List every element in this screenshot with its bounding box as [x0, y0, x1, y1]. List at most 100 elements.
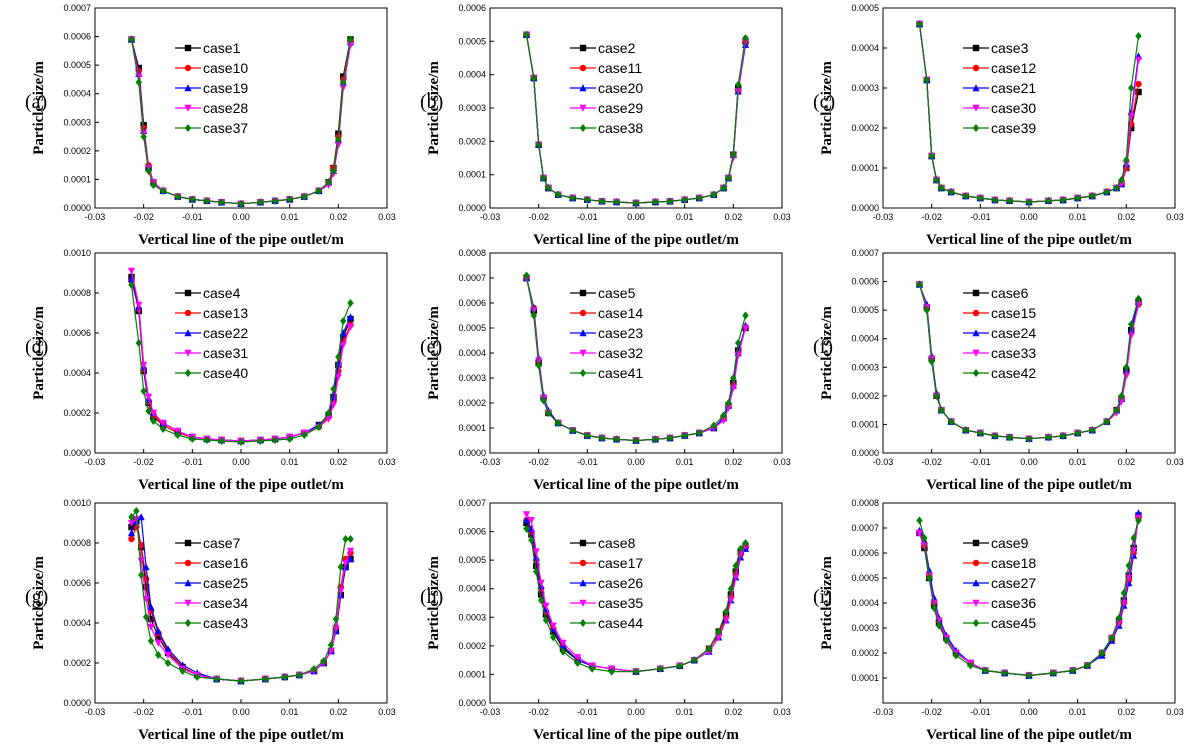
data-point	[164, 645, 172, 653]
y-tick-label: 0.0000	[851, 448, 879, 458]
x-axis-label: Vertical line of the pipe outlet/m	[926, 727, 1132, 743]
legend-entry: case13	[175, 305, 248, 321]
data-point	[569, 426, 576, 435]
legend-marker	[184, 619, 192, 627]
legend-marker	[579, 329, 587, 337]
legend-label: case37	[203, 120, 248, 136]
data-point	[296, 671, 303, 679]
legend-marker	[579, 579, 587, 587]
data-point	[574, 654, 582, 662]
x-tick-label: 0.03	[773, 212, 791, 222]
legend-marker	[972, 309, 980, 317]
legend-marker	[579, 539, 587, 547]
x-tick-label: 0.03	[1166, 707, 1184, 717]
data-point	[149, 409, 157, 417]
data-point	[652, 198, 659, 206]
data-point	[1130, 534, 1137, 542]
legend-label: case30	[991, 100, 1036, 116]
data-point	[925, 566, 933, 574]
data-point	[1045, 196, 1052, 205]
x-tick-label: 0.00	[627, 707, 645, 717]
series-case11	[523, 31, 749, 207]
legend-label: case34	[203, 595, 248, 611]
data-point	[1135, 294, 1142, 303]
x-tick-label: -0.02	[921, 457, 942, 467]
data-point	[1127, 326, 1135, 334]
data-point	[1135, 32, 1142, 40]
y-tick-label: 0.0006	[63, 578, 91, 588]
data-point	[1134, 56, 1143, 64]
y-tick-label: 0.0000	[458, 698, 486, 708]
data-point	[920, 542, 928, 550]
data-point	[1025, 434, 1033, 443]
x-tick-label: 0.01	[1069, 457, 1087, 467]
data-point	[334, 373, 342, 381]
legend-label: case36	[991, 595, 1036, 611]
series-case20	[522, 30, 750, 207]
y-tick-label: 0.0003	[458, 103, 486, 113]
data-point	[915, 529, 924, 537]
y-tick-label: 0.0002	[458, 398, 486, 408]
legend-label: case41	[598, 365, 643, 381]
y-tick-label: 0.0002	[458, 641, 486, 651]
data-point	[1135, 80, 1142, 88]
data-point	[522, 511, 531, 519]
data-point	[722, 616, 730, 624]
y-tick-label: 0.0008	[63, 288, 91, 298]
data-point	[286, 195, 293, 204]
y-tick-label: 0.0007	[63, 3, 91, 13]
legend-marker	[972, 289, 980, 297]
x-tick-label: 0.00	[1020, 457, 1038, 467]
data-point	[164, 659, 172, 667]
x-tick-label: 0.01	[281, 457, 299, 467]
x-tick-label: 0.03	[773, 457, 791, 467]
data-point	[1098, 649, 1106, 657]
y-tick-label: 0.0006	[63, 32, 91, 42]
series-case40	[128, 281, 354, 446]
data-point	[916, 20, 923, 28]
data-point	[286, 435, 293, 443]
y-tick-label: 0.0000	[63, 698, 91, 708]
x-tick-label: 0.02	[330, 212, 348, 222]
data-point	[1006, 433, 1013, 442]
data-point	[159, 186, 167, 195]
data-point	[523, 271, 530, 280]
data-point	[933, 176, 940, 184]
y-tick-label: 0.0007	[851, 523, 879, 533]
y-tick-label: 0.0006	[458, 3, 486, 13]
data-point	[652, 435, 659, 444]
x-tick-label: 0.00	[232, 707, 250, 717]
data-point	[613, 198, 620, 206]
x-tick-label: -0.02	[921, 707, 942, 717]
data-point	[540, 174, 547, 182]
data-point	[159, 425, 167, 433]
y-tick-label: 0.0005	[851, 573, 879, 583]
x-tick-label: -0.03	[85, 212, 106, 222]
legend-label: case9	[991, 535, 1029, 551]
data-point	[530, 307, 538, 315]
data-point	[1120, 589, 1128, 597]
data-point	[310, 665, 318, 673]
data-point	[179, 667, 186, 675]
legend-entry: case27	[963, 575, 1036, 591]
y-tick-label: 0.0004	[851, 334, 879, 344]
legend-marker	[579, 124, 587, 132]
data-point	[237, 438, 245, 446]
data-point	[330, 166, 337, 175]
x-axis-label: Vertical line of the pipe outlet/m	[926, 477, 1132, 493]
data-point	[346, 323, 355, 331]
data-point	[142, 563, 150, 571]
data-point	[140, 132, 147, 141]
legend-label: case17	[598, 555, 643, 571]
legend-label: case32	[598, 345, 643, 361]
legend-label: case45	[991, 615, 1036, 631]
panel-label: (i)	[813, 586, 832, 608]
legend-entry: case3	[963, 40, 1029, 56]
data-point	[542, 616, 550, 625]
y-tick-label: 0.0004	[63, 618, 91, 628]
x-tick-label: 0.03	[1166, 212, 1184, 222]
y-axis-label: Particle size/m	[31, 556, 47, 650]
legend-entry: case43	[175, 615, 248, 631]
y-tick-label: 0.0004	[851, 43, 879, 53]
x-tick-label: -0.01	[577, 457, 598, 467]
